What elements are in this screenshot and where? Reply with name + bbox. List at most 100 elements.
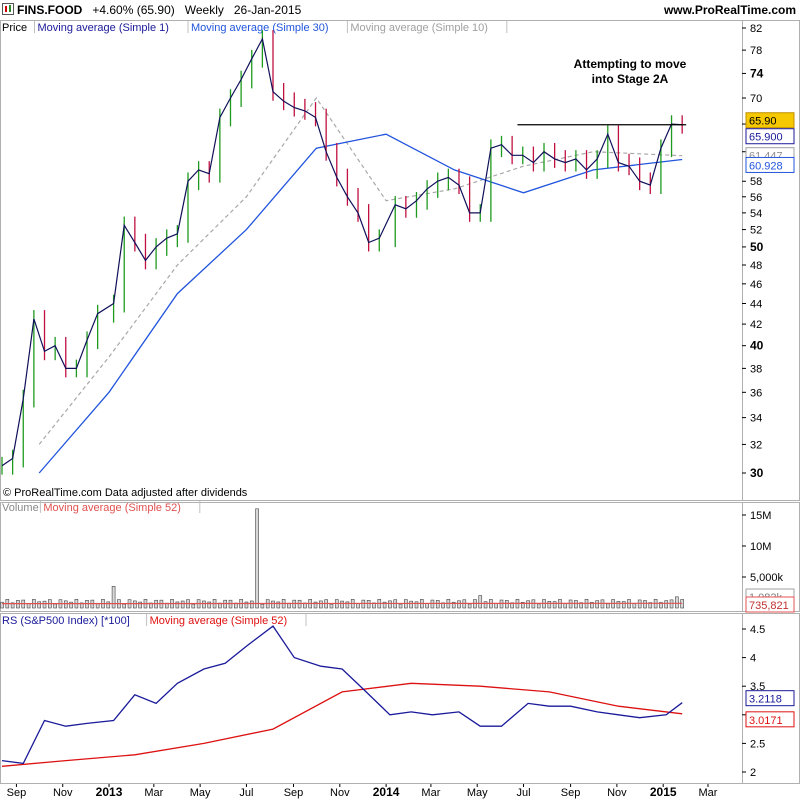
rs-panel: [0, 613, 800, 784]
volume-panel: [0, 502, 800, 612]
volume-bar: [467, 603, 472, 609]
x-tick-label: Nov: [607, 787, 627, 799]
volume-bar: [414, 601, 419, 609]
x-tick-label: Nov: [53, 787, 73, 799]
x-tick-label: May: [190, 787, 211, 799]
price-legend-0: Price: [2, 22, 27, 34]
volume-bar: [276, 601, 281, 609]
price-tick-label: 30: [750, 466, 764, 480]
volume-bar: [69, 601, 73, 609]
volume-bar: [552, 601, 557, 609]
price-badge-text: 60.928: [749, 160, 783, 172]
volume-bar: [451, 601, 456, 609]
price-badge: [745, 112, 795, 129]
period: Weekly: [184, 3, 224, 17]
volume-bar: [590, 602, 594, 609]
price-tick-label: 56: [750, 192, 762, 204]
price-tick-label: 32: [750, 439, 762, 451]
volume-bar: [621, 601, 626, 609]
price-tick-label: 74: [750, 66, 764, 80]
price-tick-label: 82: [750, 23, 762, 35]
volume-bar: [297, 599, 302, 609]
x-tick-label: Sep: [7, 787, 27, 799]
rs-tick-label: 4.5: [750, 624, 765, 636]
volume-tick-label: 15M: [750, 510, 771, 522]
x-tick-label: Nov: [330, 787, 350, 799]
price-tick-label: 34: [750, 413, 762, 425]
volume-bar: [648, 602, 653, 609]
copyright: © ProRealTime.com Data adjusted after di…: [3, 487, 248, 499]
volume-legend-0: Volume: [2, 502, 39, 514]
volume-bar: [180, 600, 185, 609]
rs-badge-text: 3.2118: [749, 694, 782, 706]
volume-bar: [53, 603, 57, 609]
volume-bar: [0, 601, 4, 609]
volume-bar: [175, 601, 180, 609]
rs-legend-1: Moving average (Simple 52): [150, 615, 288, 627]
candlestick-icon: [2, 3, 14, 15]
volume-bar: [478, 595, 483, 609]
symbol: FINS.FOOD: [17, 3, 83, 17]
change: +4.60% (65.90): [92, 3, 175, 17]
volume-bar: [106, 601, 111, 609]
volume-bar: [637, 599, 642, 609]
price-panel: [0, 20, 800, 501]
volume-bar: [37, 601, 41, 609]
rs-line: [1, 625, 683, 765]
x-tick-label: Jul: [516, 787, 530, 799]
price-legend-1: Moving average (Simple 1): [38, 22, 169, 34]
volume-bar: [313, 601, 318, 609]
chart-header: FINS.FOOD +4.60% (65.90) Weekly 26-Jan-2015…: [0, 0, 800, 21]
price-close-line: [1, 37, 683, 467]
volume-bar: [138, 601, 142, 609]
volume-badge: [745, 596, 795, 613]
volume-bar: [574, 600, 578, 609]
ma30-line: [38, 133, 683, 474]
volume-bar: [457, 600, 461, 609]
volume-bar: [329, 603, 334, 609]
price-badge: [745, 128, 795, 145]
rs-ma-line: [1, 682, 683, 767]
volume-bar: [271, 600, 275, 609]
volume-bar: [255, 508, 259, 609]
volume-bar: [366, 599, 371, 609]
volume-bar: [42, 600, 47, 609]
rs-legend-0: RS (S&P500 Index) [*100]: [2, 615, 130, 627]
volume-bar: [345, 601, 350, 609]
volume-tick-label: 10M: [750, 541, 771, 553]
volume-bar: [425, 603, 429, 609]
volume-bar: [430, 599, 435, 609]
x-tick-label: Sep: [561, 787, 581, 799]
volume-bar: [319, 600, 323, 609]
price-tick-label: 46: [750, 279, 762, 291]
volume-bar: [388, 600, 392, 609]
price-legend-2: Moving average (Simple 30): [191, 22, 329, 34]
volume-legend-1: Moving average (Simple 52): [43, 502, 181, 514]
volume-bar: [643, 600, 647, 609]
site-url[interactable]: www.ProRealTime.com: [663, 3, 796, 17]
price-tick-label: 54: [750, 208, 762, 220]
price-tick-label: 78: [750, 45, 762, 57]
price-badge: [745, 156, 795, 173]
volume-bar: [133, 600, 137, 609]
volume-bar: [547, 600, 552, 609]
volume-bar: [249, 600, 254, 609]
volume-bar: [79, 602, 84, 609]
volume-bar: [382, 601, 387, 609]
annotation-text: into Stage 2A: [592, 72, 669, 86]
price-tick-label: 48: [750, 260, 762, 272]
volume-bar: [191, 603, 196, 609]
volume-bar: [499, 599, 504, 609]
volume-bar: [10, 602, 15, 609]
volume-bar: [260, 603, 265, 609]
volume-bar: [659, 602, 663, 609]
ma10-line: [38, 96, 683, 445]
price-tick-label: 40: [750, 339, 764, 353]
volume-bar: [536, 603, 541, 609]
volume-badge-text: 735,821: [749, 600, 789, 612]
volume-bar: [595, 600, 599, 609]
volume-tick-label: 5,000k: [750, 572, 784, 584]
volume-bar: [579, 602, 584, 609]
volume-bar: [605, 603, 610, 609]
